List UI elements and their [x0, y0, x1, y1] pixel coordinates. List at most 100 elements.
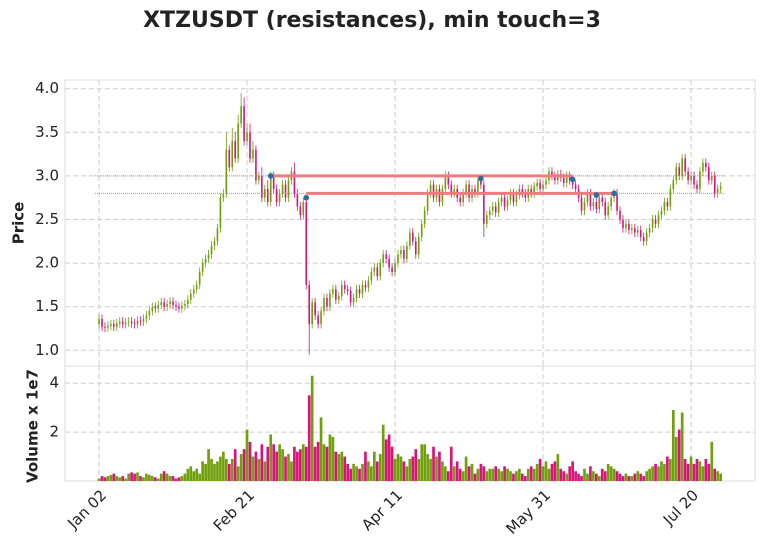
candle-body	[533, 186, 535, 194]
candle-body	[515, 195, 518, 203]
volume-bar	[239, 454, 243, 481]
volume-bar	[645, 471, 648, 481]
volume-bar	[553, 461, 557, 481]
volume-bar	[426, 454, 429, 481]
candle-body	[210, 245, 213, 255]
volume-bar	[316, 441, 320, 481]
candle-body	[278, 193, 281, 203]
candle-body	[266, 188, 269, 203]
candle-body	[414, 241, 417, 255]
volume-bar	[423, 444, 426, 481]
candle-body	[157, 304, 160, 309]
volume-axis-label: Volume x 1e7	[24, 369, 42, 483]
volume-bar	[452, 466, 456, 481]
volume-bar	[296, 451, 299, 481]
volume-bar	[592, 471, 595, 481]
candle-body	[343, 284, 346, 290]
volume-bar	[438, 451, 441, 481]
candle-body	[314, 302, 316, 316]
volume-bar	[565, 473, 569, 481]
candle-body	[237, 123, 239, 159]
volume-bar	[589, 466, 592, 481]
candle-body	[639, 229, 642, 237]
volume-bar	[535, 463, 539, 481]
volume-bar	[281, 449, 284, 481]
volume-bar	[500, 471, 503, 481]
candle-body	[246, 132, 248, 142]
volume-bar	[260, 444, 264, 481]
volume-bar	[213, 463, 216, 481]
candle-body	[178, 306, 180, 309]
candle-body	[311, 302, 313, 325]
candle-body	[622, 219, 624, 229]
volume-bar	[624, 473, 628, 481]
volume-bar	[242, 449, 246, 481]
volume-bar	[162, 471, 166, 481]
volume-bar	[106, 476, 110, 481]
volume-bar	[447, 471, 450, 481]
candle-body	[151, 306, 154, 312]
volume-bar	[577, 473, 580, 481]
candle-body	[521, 188, 524, 194]
candle-body	[503, 197, 506, 207]
volume-bar	[349, 468, 352, 481]
candle-body	[654, 219, 657, 224]
volume-bar	[331, 436, 335, 481]
candle-body	[154, 306, 157, 309]
volume-bar	[633, 473, 637, 481]
candle-body	[397, 254, 399, 264]
y-tick-label: 2.5	[35, 210, 59, 228]
volume-bar	[583, 468, 586, 481]
candle-body	[595, 202, 598, 210]
candle-body	[586, 193, 589, 203]
candle-body	[651, 219, 654, 229]
candle-body	[465, 184, 467, 194]
candle-body	[228, 149, 231, 168]
candle-body	[136, 320, 139, 325]
candle-body	[163, 302, 165, 307]
volume-bar	[707, 463, 711, 481]
candle-body	[687, 171, 689, 181]
candle-body	[619, 210, 621, 220]
volume-bar	[405, 466, 409, 481]
candle-body	[477, 180, 479, 194]
candle-body	[258, 175, 260, 181]
candle-body	[240, 106, 242, 124]
candle-body	[583, 202, 586, 211]
candle-body	[213, 241, 216, 246]
candle-body	[148, 311, 151, 316]
candle-body	[320, 311, 322, 325]
candle-body	[610, 197, 612, 207]
volume-bar	[251, 456, 255, 481]
candle-body	[355, 289, 358, 298]
volume-bar	[245, 429, 249, 481]
volume-bar	[168, 476, 172, 481]
touch-point	[593, 192, 600, 198]
candle-body	[160, 302, 163, 305]
volume-bar	[630, 476, 634, 481]
candle-body	[483, 184, 485, 224]
volume-bar	[112, 473, 116, 481]
candle-body	[118, 321, 121, 324]
candle-body	[539, 182, 541, 189]
volume-bar	[328, 434, 332, 481]
candle-body	[450, 184, 453, 194]
volume-bar	[521, 473, 524, 481]
x-tick-label: Apr 11	[358, 486, 406, 534]
candle-body	[332, 289, 334, 294]
y-tick-label: 2.0	[35, 254, 59, 272]
candle-body	[447, 175, 450, 185]
candle-body	[340, 284, 343, 297]
candle-body	[98, 318, 100, 325]
volume-bar	[121, 476, 125, 481]
volume-bar	[680, 412, 684, 481]
candle-body	[678, 167, 681, 176]
candle-body	[115, 323, 118, 327]
candle-body	[562, 177, 565, 183]
volume-bar	[384, 439, 388, 481]
candle-body	[317, 315, 319, 325]
volume-bar	[301, 444, 305, 481]
volume-bar	[100, 476, 104, 481]
x-tick-label: Feb 21	[210, 486, 258, 534]
